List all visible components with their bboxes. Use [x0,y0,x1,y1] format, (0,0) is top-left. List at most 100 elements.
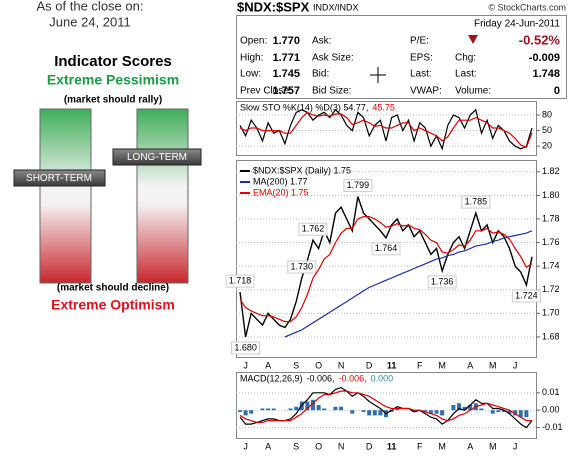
quote-date: Friday 24-Jun-2011 [474,19,560,30]
y-tick-label: 1.70 [542,308,560,318]
long-term-bar [136,108,189,284]
histogram-bar [518,410,523,418]
histogram-bar [389,410,394,412]
y-tick-label: 0.01 [542,387,560,397]
x-tick-label: O [315,360,322,370]
as-of: As of the close on: [37,0,144,13]
histogram-bar [339,406,344,411]
x-tick-label: J [513,441,518,451]
histogram-bar [249,410,254,414]
down-arrow [468,35,478,44]
histogram-bar [457,403,461,411]
histogram-bar [294,406,299,411]
histogram-bar [501,410,506,412]
x-tick-label: J [243,360,248,370]
legend-text: Slow STO %K(14) %D(3) 54.77, [240,102,368,112]
quote-value: 1.771 [272,52,300,64]
value-label-box [298,222,328,236]
x-tick-label: A [467,360,473,370]
x-tick-label: J [513,360,518,370]
histogram-bar [322,408,327,411]
x-tick-label: F [417,441,423,451]
short-term-label: SHORT-TERM [26,173,92,184]
y-tick-label: -0.01 [542,422,563,432]
value-label-box [231,341,261,355]
y-tick-label: 1.80 [542,190,560,200]
quote-label: Low: [240,69,261,80]
short-term-marker [13,169,106,187]
as-of-date: June 24, 2011 [49,14,130,29]
value-label: 1.762 [302,224,325,234]
legend-text: 0.000 [371,373,394,383]
quote-label: P/E: [410,36,429,47]
quote-label: Ask: [312,36,331,47]
y-tick-label: 1.78 [542,213,560,223]
histogram-bar [412,410,417,412]
x-tick-label: 11 [387,360,397,370]
histogram-bar [238,410,242,412]
value-label-box [371,242,401,256]
quote-value: 1.770 [272,35,300,47]
histogram-bar [428,410,433,414]
legend-text: EMA(20) 1.75 [253,187,309,197]
histogram-bar [513,410,518,416]
histogram-bar [271,408,276,411]
scores-title: Indicator Scores [54,53,172,70]
histogram-bar [395,408,400,411]
quote-value: -0.52% [519,32,561,47]
short-term-bar [39,108,92,284]
x-tick-label: S [293,360,299,370]
value-label: 1.785 [465,196,488,206]
histogram-bar [350,410,355,414]
y-tick-label: 0.00 [542,405,560,415]
quote-label: Last: [455,69,477,80]
value-label: 1.724 [515,290,538,300]
x-tick-label: F [417,360,423,370]
x-tick-label: D [366,360,373,370]
y-tick-label: 1.72 [542,284,560,294]
quote-label: Bid Size: [312,86,351,97]
value-label-box [225,274,255,288]
histogram-bar [260,408,265,411]
value-label: 1.718 [229,275,252,285]
quote-label: EPS: [410,53,433,64]
value-label-box [287,260,317,274]
value-label: 1.799 [347,180,370,190]
x-tick-label: M [438,441,446,451]
histogram-bar [378,410,383,416]
series-line [284,230,533,338]
y-tick-label: 1.76 [542,237,560,247]
value-label-box [511,289,541,303]
x-tick-label: M [489,441,497,451]
histogram-bar [266,408,271,411]
y-tick-label: 80 [542,109,552,119]
series-line [239,216,533,323]
cursor [370,67,386,83]
value-label-box [427,275,457,289]
quote-label: Prev Close: [240,86,292,97]
x-tick-label: N [338,360,345,370]
value-label-box [461,195,491,209]
exchange: INDX/INDX [313,2,359,12]
credit: © StockCharts.com [488,2,566,12]
histogram-bar [507,410,512,414]
x-tick-label: 11 [387,441,397,451]
top-note: (market should rally) [64,95,162,106]
value-label: 1.730 [291,261,314,271]
y-tick-label: 1.74 [542,261,560,271]
value-label: 1.680 [234,342,257,352]
series-line [239,386,533,429]
x-tick-label: J [243,441,248,451]
histogram-bar [440,410,445,416]
histogram-bar [367,410,372,416]
legend-text: $NDX:$SPX (Daily) 1.75 [253,165,351,175]
histogram-bar [490,410,495,414]
quote-label: Open: [240,36,267,47]
quote-label: Last: [410,69,432,80]
quote-label: Volume: [455,86,491,97]
bottom-note: (market should decline) [57,283,169,294]
histogram-bar [451,405,456,411]
legend-text: -0.006, [307,373,335,383]
